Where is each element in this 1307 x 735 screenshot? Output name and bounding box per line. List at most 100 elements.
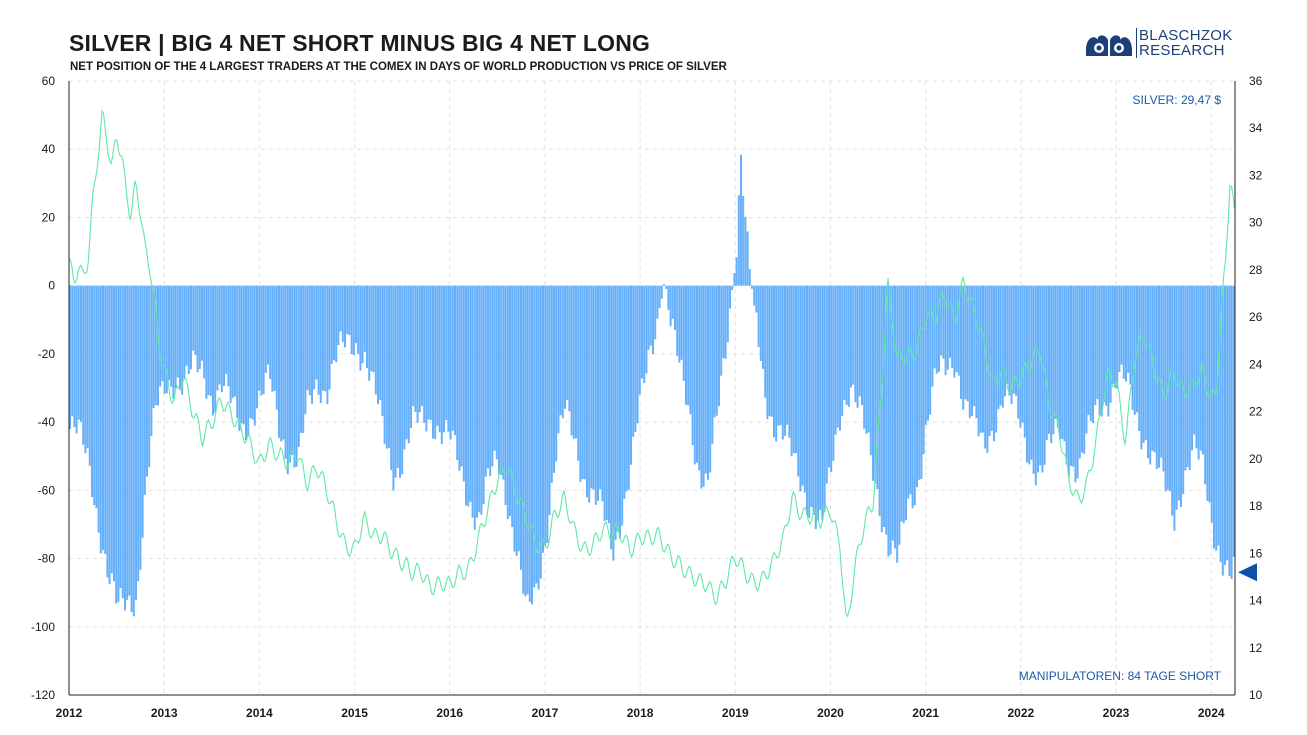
net-position-bar <box>911 285 914 509</box>
net-position-bar <box>306 285 309 391</box>
net-position-bar <box>403 285 406 450</box>
net-position-bar <box>742 196 745 286</box>
net-position-bar <box>317 285 320 395</box>
net-position-bar <box>1109 285 1112 403</box>
net-position-bar <box>528 285 531 602</box>
net-position-bar <box>759 285 762 361</box>
net-position-bar <box>845 285 848 405</box>
net-position-bar <box>1100 285 1103 417</box>
net-position-bar <box>1210 285 1213 523</box>
net-position-bar <box>533 285 536 588</box>
net-position-bar <box>929 285 932 415</box>
net-position-bar <box>801 285 804 486</box>
net-position-bar <box>940 285 943 356</box>
net-position-bar <box>1107 285 1110 417</box>
net-position-bar <box>872 285 874 481</box>
net-position-bar <box>1153 285 1156 453</box>
net-position-bar <box>1008 285 1011 396</box>
net-position-bar <box>619 285 621 539</box>
net-position-bar <box>128 285 131 596</box>
net-position-bar <box>997 285 1000 410</box>
net-position-bar <box>869 285 872 456</box>
silver-price-path <box>68 109 1236 618</box>
net-position-bar <box>900 285 903 522</box>
net-position-bar <box>401 285 404 475</box>
net-position-bar <box>649 285 652 346</box>
net-position-bar <box>1173 285 1176 531</box>
net-position-bar <box>451 285 454 431</box>
net-position-bar <box>957 285 960 376</box>
right-axis-tick-label: 16 <box>1249 546 1263 560</box>
net-position-bar <box>418 285 421 413</box>
net-position-bar <box>924 285 927 425</box>
net-position-bar <box>863 285 866 429</box>
net-position-bar <box>999 285 1002 406</box>
net-position-bar <box>693 285 696 465</box>
net-position-bar <box>110 285 113 574</box>
net-position-bar <box>988 285 991 436</box>
net-position-bar <box>1114 285 1116 388</box>
net-position-bar <box>975 285 978 419</box>
net-position-bar <box>374 285 377 395</box>
net-position-bar <box>460 285 463 467</box>
left-axis-tick-label: -40 <box>38 415 56 429</box>
net-position-bar <box>935 285 938 374</box>
net-position-bar <box>539 285 542 579</box>
net-position-bar <box>161 285 164 382</box>
net-position-bar <box>951 285 954 368</box>
net-position-bar <box>632 285 635 437</box>
net-position-bar <box>429 285 432 420</box>
net-position-bar <box>469 285 472 502</box>
net-position-bar <box>962 285 965 410</box>
net-position-bar <box>225 285 228 375</box>
net-position-bar <box>504 285 507 506</box>
net-position-bar <box>614 285 617 540</box>
net-position-bar <box>839 285 841 431</box>
net-position-bar <box>689 285 692 415</box>
net-position-bar <box>484 285 487 477</box>
net-position-bar <box>126 285 129 600</box>
net-position-bar <box>203 285 206 379</box>
logo-text-line2: RESEARCH <box>1139 42 1225 59</box>
net-position-bar <box>1155 285 1158 470</box>
net-position-bar <box>1175 285 1178 510</box>
net-position-bar <box>137 285 140 582</box>
net-position-bar <box>876 285 879 490</box>
net-position-bar <box>267 285 269 365</box>
net-position-bar <box>333 285 335 361</box>
net-position-bar <box>473 285 476 530</box>
net-position-bar <box>720 285 723 376</box>
net-position-bar <box>667 285 670 310</box>
net-position-bar <box>465 285 467 506</box>
net-position-bar <box>1021 285 1024 423</box>
net-position-bar <box>264 285 267 373</box>
net-position-bar <box>313 285 316 390</box>
net-position-bar <box>236 285 239 419</box>
net-position-bar <box>513 285 516 552</box>
net-position-bar <box>198 285 201 369</box>
net-position-bar <box>1041 285 1044 473</box>
net-position-bar <box>1180 285 1182 507</box>
net-position-bar <box>1127 285 1130 373</box>
net-position-bar <box>115 285 118 604</box>
net-position-bar <box>75 285 78 434</box>
net-position-bar <box>663 284 665 286</box>
net-position-bar <box>896 285 899 563</box>
net-position-bar <box>163 285 166 394</box>
net-position-bar <box>482 285 485 504</box>
right-axis-tick-label: 20 <box>1249 452 1263 466</box>
net-position-bar <box>245 285 247 441</box>
net-position-bar <box>764 285 767 398</box>
net-position-bar <box>621 285 624 526</box>
net-position-bar <box>898 285 901 545</box>
net-position-bar <box>132 285 135 617</box>
net-position-bar <box>711 285 714 444</box>
net-position-bar <box>102 285 104 551</box>
net-position-bar <box>696 285 698 463</box>
net-position-bar <box>269 285 272 379</box>
net-position-bar <box>218 285 221 385</box>
net-position-bar <box>172 285 175 399</box>
net-position-bar <box>304 285 307 415</box>
net-position-bar <box>887 285 890 557</box>
net-position-bar <box>713 285 716 418</box>
